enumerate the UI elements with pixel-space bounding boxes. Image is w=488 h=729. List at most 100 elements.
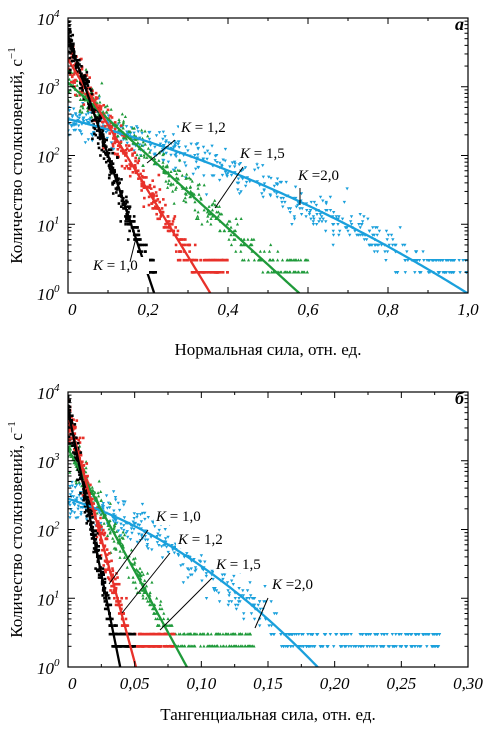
data-point [127, 222, 130, 226]
data-point [106, 108, 110, 112]
data-point [181, 581, 186, 585]
data-point [189, 177, 193, 181]
data-point [434, 632, 439, 636]
data-point [323, 632, 328, 636]
data-point [120, 178, 123, 181]
data-point [190, 271, 194, 274]
data-point [162, 632, 165, 636]
data-point [437, 632, 442, 636]
data-point [74, 481, 78, 485]
data-point [103, 124, 107, 128]
data-point [73, 81, 76, 84]
data-point [96, 491, 100, 495]
data-point [157, 544, 161, 548]
data-point [170, 544, 174, 548]
data-point [115, 521, 119, 525]
data-point [433, 258, 437, 262]
data-point [375, 226, 379, 230]
data-point [141, 632, 144, 636]
data-point [272, 612, 277, 616]
data-point [239, 190, 243, 194]
data-point [384, 229, 389, 233]
data-point [184, 238, 187, 241]
data-point [158, 200, 162, 204]
data-point [344, 226, 348, 230]
data-point [417, 258, 422, 262]
data-point [349, 215, 354, 219]
data-point [149, 603, 153, 607]
data-point [122, 528, 126, 532]
data-point [156, 198, 160, 201]
annotation-leader [214, 166, 244, 209]
data-point [193, 644, 197, 648]
data-point [133, 226, 137, 229]
data-point [183, 644, 187, 648]
data-point [72, 56, 76, 59]
data-point [163, 135, 167, 139]
data-point [180, 173, 184, 177]
data-point [90, 533, 94, 537]
data-point [202, 174, 206, 178]
data-point [432, 645, 437, 649]
data-point [164, 203, 167, 207]
data-point [100, 582, 104, 586]
data-point [233, 162, 237, 166]
data-point [133, 220, 136, 223]
data-point [229, 600, 234, 604]
data-point [134, 159, 137, 163]
data-point [181, 563, 185, 567]
data-point [128, 174, 132, 178]
data-point [196, 214, 200, 218]
data-point [137, 233, 141, 237]
data-point [229, 243, 234, 247]
data-point [120, 645, 123, 648]
data-point [131, 580, 135, 584]
data-point [125, 217, 128, 221]
data-point [338, 229, 342, 233]
data-point [331, 223, 336, 227]
data-point [200, 222, 204, 226]
data-point [78, 441, 82, 444]
data-point [186, 149, 190, 153]
data-point [107, 506, 112, 510]
data-point [151, 179, 155, 182]
data-point [311, 220, 315, 224]
data-point [69, 39, 73, 43]
data-point [103, 600, 107, 603]
data-point [219, 271, 222, 274]
data-point [150, 580, 154, 584]
data-point [96, 520, 100, 523]
data-point [108, 530, 112, 534]
data-point [103, 140, 106, 143]
data-point [296, 258, 300, 262]
data-point [68, 424, 70, 428]
data-point [80, 64, 83, 68]
data-point [299, 258, 303, 262]
data-point [186, 644, 190, 648]
data-point [101, 548, 104, 552]
data-point [94, 538, 98, 541]
data-point [80, 91, 84, 94]
data-point [111, 145, 115, 148]
data-point [148, 150, 152, 154]
data-point [88, 500, 91, 503]
data-point [92, 502, 96, 505]
data-point [84, 78, 88, 82]
data-point [328, 632, 333, 636]
x-tick-label: 0,2 [137, 300, 159, 319]
data-point [162, 171, 166, 175]
data-point [308, 209, 313, 213]
data-point [157, 131, 162, 135]
data-point [193, 569, 197, 573]
data-point [159, 599, 163, 603]
data-point [103, 596, 106, 600]
data-point [97, 511, 102, 515]
data-point [131, 520, 135, 524]
data-point [120, 112, 124, 116]
data-point [76, 124, 81, 128]
data-point [129, 164, 133, 168]
data-point [375, 233, 379, 237]
data-point [275, 258, 280, 262]
data-point [370, 645, 374, 649]
y-tick-label: 100 [37, 283, 60, 304]
